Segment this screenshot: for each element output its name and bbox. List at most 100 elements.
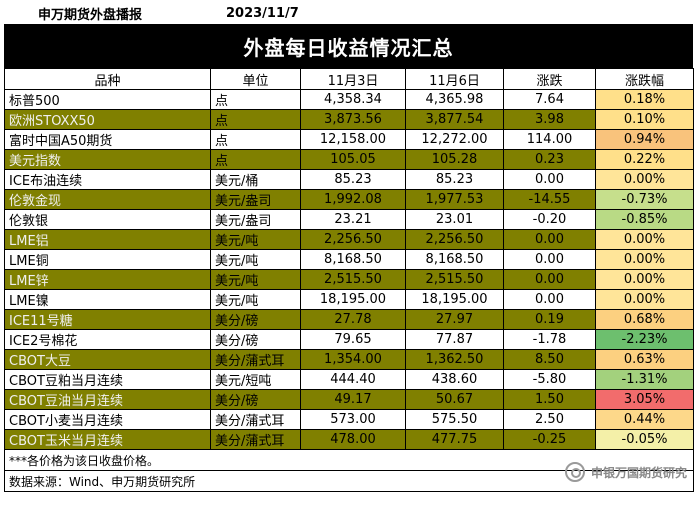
cell-day2: 575.50 [405,409,504,430]
cell-day1: 1,992.08 [300,189,406,210]
cell-change: 0.00 [503,229,596,250]
table-body: 标普500 点 4,358.34 4,365.98 7.64 0.18% 欧洲STOXX50… [4,89,694,450]
watermark-text: 申银万国期货研究 [590,465,687,480]
cell-change: 1.50 [503,389,596,410]
cell-day2: 12,272.00 [405,129,504,150]
cell-day2: 1,362.50 [405,349,504,370]
cell-change: 3.98 [503,109,596,130]
cell-unit: 美分/磅 [210,329,301,350]
table-row: ICE布油连续 美元/桶 85.23 85.23 0.00 0.00% [4,169,694,190]
cell-day1: 573.00 [300,409,406,430]
table-row: 欧洲STOXX50 点 3,873.56 3,877.54 3.98 0.10% [4,109,694,130]
cell-change: -1.78 [503,329,596,350]
price-note: ***各价格为该日收盘价格。 [4,449,694,471]
col-header-name: 品种 [4,68,211,90]
table-header-row: 品种 单位 11月3日 11月6日 涨跌 涨跌幅 [4,68,694,90]
cell-day1: 105.05 [300,149,406,170]
cell-pct: 0.00% [595,269,694,290]
table-row: CBOT小麦当月连续 美分/蒲式耳 573.00 575.50 2.50 0.44% [4,409,694,430]
cell-name: LME锌 [4,269,211,290]
cell-unit: 美元/吨 [210,249,301,270]
cell-change: -14.55 [503,189,596,210]
cell-unit: 点 [210,149,301,170]
cell-pct: 0.44% [595,409,694,430]
table-row: ICE11号糖 美分/磅 27.78 27.97 0.19 0.68% [4,309,694,330]
cell-name: ICE2号棉花 [4,329,211,350]
cell-unit: 点 [210,109,301,130]
cell-pct: 0.00% [595,229,694,250]
table-row: CBOT豆油当月连续 美分/磅 49.17 50.67 1.50 3.05% [4,389,694,410]
cell-unit: 美分/蒲式耳 [210,349,301,370]
cell-unit: 美元/盎司 [210,209,301,230]
cell-day2: 105.28 [405,149,504,170]
cell-pct: 0.00% [595,249,694,270]
cell-day1: 1,354.00 [300,349,406,370]
cell-change: 114.00 [503,129,596,150]
cell-day2: 18,195.00 [405,289,504,310]
table-row: 伦敦金现 美元/盎司 1,992.08 1,977.53 -14.55 -0.73% [4,189,694,210]
cell-day1: 3,873.56 [300,109,406,130]
cell-day2: 27.97 [405,309,504,330]
cell-change: 0.00 [503,249,596,270]
cell-change: -0.20 [503,209,596,230]
cell-name: CBOT小麦当月连续 [4,409,211,430]
cell-pct: -0.05% [595,429,694,450]
cell-change: 2.50 [503,409,596,430]
cell-day1: 2,256.50 [300,229,406,250]
cell-name: CBOT大豆 [4,349,211,370]
cell-day2: 2,515.50 [405,269,504,290]
cell-pct: 0.63% [595,349,694,370]
data-source: 数据来源：Wind、申万期货研究所 [4,470,694,492]
table-row: CBOT大豆 美分/蒲式耳 1,354.00 1,362.50 8.50 0.63% [4,349,694,370]
cell-pct: 0.22% [595,149,694,170]
cell-change: -0.25 [503,429,596,450]
cell-day2: 8,168.50 [405,249,504,270]
table-row: LME铜 美元/吨 8,168.50 8,168.50 0.00 0.00% [4,249,694,270]
cell-unit: 点 [210,129,301,150]
cell-day2: 50.67 [405,389,504,410]
cell-name: 富时中国A50期货 [4,129,211,150]
cell-name: LME铜 [4,249,211,270]
cell-day2: 477.75 [405,429,504,450]
cell-day1: 79.65 [300,329,406,350]
cell-day1: 478.00 [300,429,406,450]
cell-day1: 444.40 [300,369,406,390]
cell-day2: 77.87 [405,329,504,350]
col-header-unit: 单位 [210,68,301,90]
cell-day2: 4,365.98 [405,89,504,110]
note-row: ***各价格为该日收盘价格。 [4,449,694,471]
cell-change: -5.80 [503,369,596,390]
cell-day1: 27.78 [300,309,406,330]
cell-name: 标普500 [4,89,211,110]
cell-unit: 美元/吨 [210,289,301,310]
table-row: CBOT豆粕当月连续 美元/短吨 444.40 438.60 -5.80 -1.31% [4,369,694,390]
returns-table: 品种 单位 11月3日 11月6日 涨跌 涨跌幅 标普500 点 4,358.34 4… [4,68,694,492]
table-row: LME铝 美元/吨 2,256.50 2,256.50 0.00 0.00% [4,229,694,250]
cell-day1: 8,168.50 [300,249,406,270]
cell-day1: 4,358.34 [300,89,406,110]
cell-day1: 49.17 [300,389,406,410]
report-date: 2023/11/7 [226,5,299,21]
cell-day1: 85.23 [300,169,406,190]
cell-name: CBOT豆油当月连续 [4,389,211,410]
cell-change: 0.19 [503,309,596,330]
source-row: 数据来源：Wind、申万期货研究所 [4,470,694,492]
cell-day2: 23.01 [405,209,504,230]
cell-pct: 3.05% [595,389,694,410]
cell-change: 8.50 [503,349,596,370]
cell-name: ICE布油连续 [4,169,211,190]
cell-name: 伦敦金现 [4,189,211,210]
col-header-change: 涨跌 [503,68,596,90]
cell-day1: 12,158.00 [300,129,406,150]
cell-day1: 23.21 [300,209,406,230]
cell-pct: -1.31% [595,369,694,390]
org-name: 申万期货外盘播报 [38,7,143,23]
watermark: 申银万国期货研究 [564,462,687,482]
cell-name: 伦敦银 [4,209,211,230]
cell-unit: 美分/磅 [210,389,301,410]
wechat-icon [564,462,585,482]
cell-pct: 0.68% [595,309,694,330]
table-row: 标普500 点 4,358.34 4,365.98 7.64 0.18% [4,89,694,110]
cell-unit: 美元/桶 [210,169,301,190]
cell-name: LME铝 [4,229,211,250]
